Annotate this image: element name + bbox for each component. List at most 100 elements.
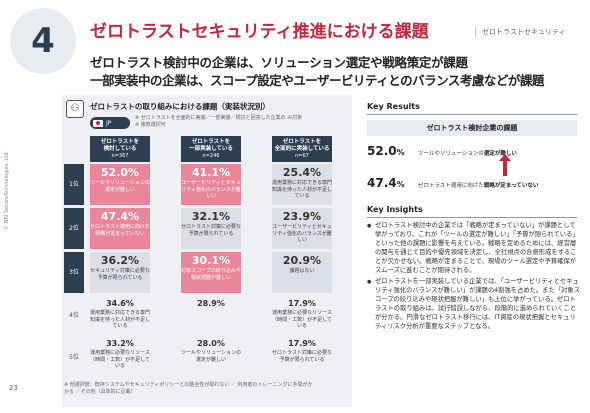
pct-value: 47.4 [367,176,397,190]
cell-pct: 36.2% [100,254,140,267]
col-header-line1: ゼロトラストを [282,139,322,145]
country-badge: JP [90,117,130,129]
key-result-pct: 52.0% [367,144,405,158]
rank-label: 4位 [64,297,84,335]
column-header: ゼロトラストを 一部実装している n=246 [181,136,241,162]
cell-pct: 20.9% [282,254,322,267]
cell-text: ツールやソリューションの選定が難しい [90,180,150,193]
text-pre: ツールやソリューションの [418,151,484,157]
table-cell: 34.6% 運用業務に対応できる専門知識を持った人材が不足している [90,297,150,335]
text-pre: ゼロトラスト適用に向けた [418,183,484,189]
cell-pct: 25.4% [282,166,322,179]
table-cell: 20.9% 課題はない [272,252,332,293]
country-label: JP [106,119,112,127]
text-bold: 戦略が定まっていない [483,183,539,189]
cell-text: セキュリティ対策に必要な予算が限られている [90,268,150,281]
subtitle-1: ゼロトラスト検討中の企業は、ソリューション選定や戦略策定が課題 [90,55,468,70]
cell-pct: 17.9% [288,299,316,308]
footnote-line1: ※ 他選択肢：既存システムやセキュリティポリシーとの整合性が取れない ／ 利用者… [64,382,313,388]
col-header-n: n=67 [295,153,309,159]
col-header-line1: ゼロトラストを [191,139,231,145]
table-cell: 23.9% ユーザービリティとセキュリティ強化のバランスが難しい [272,208,332,249]
cell-text: ユーザービリティとセキュリティ強化のバランスが難しい [181,180,241,199]
cell-text: 運用業務に必要なリソース（時間・工数）が不足している [90,350,150,369]
key-results-title: Key Results [367,102,420,111]
copyright-text: © NRI SecureTechnologies, Ltd. [4,151,10,230]
cell-text: 運用業務に必要なリソース（時間・工数）が不足している [272,310,332,329]
cell-pct: 47.4% [100,210,140,223]
rank-label: 5位 [64,337,84,379]
cell-text: 運用業務に対応できる専門知識を持った人材が不足している [272,180,333,199]
section-number: 4 [31,21,55,61]
cell-pct: 23.9% [282,210,322,223]
table-cell: 33.2% 運用業務に必要なリソース（時間・工数）が不足している [90,337,150,379]
left-notes: ※ ゼロトラストを全面的に実装／一部実装／検討と回答した企業の み対象 ※ 複数… [135,115,302,129]
table-cell: 25.4% 運用業務に対応できる専門知識を持った人材が不足している [272,164,332,205]
japan-flag-icon [93,119,103,127]
table-cell: 32.1% ゼロトラスト対策に必要な予算が限られている [181,208,241,249]
up-arrow-icon [499,154,511,176]
table-cell: 17.9% ゼロトラスト対策に必要な予算が限られている [272,337,332,379]
table-cell: 28.0% ツールやソリューションの選定が難しい [181,337,241,379]
left-panel-title: ゼロトラストの取り組みにおける課題（実装状況別） [90,102,270,111]
cell-pct: 30.1% [191,254,231,267]
footnote: ※ 他選択肢：既存システムやセキュリティポリシーとの整合性が取れない ／ 利用者… [64,382,312,396]
cell-text: 課題はない [289,268,315,274]
key-result-pct: 47.4% [367,176,405,190]
cell-pct: 17.9% [288,339,316,348]
key-result-text: ゼロトラスト適用に向けた戦略が定まっていない [418,181,538,189]
people-icon: ⚇ [66,100,84,118]
key-results-box: ゼロトラスト検討企業の課題 [367,120,577,136]
key-insights-title: Key Insights [367,205,423,214]
rank-label: 2位 [64,208,84,249]
note-2: ※ 複数選択可 [135,122,166,128]
column-header: ゼロトラストを 全面的に実装している n=67 [272,136,332,162]
table-cell: 17.9% 運用業務に必要なリソース（時間・工数）が不足している [272,297,332,335]
cell-text: ユーザービリティとセキュリティ強化のバランスが難しい [272,224,332,243]
col-header-n: n=367 [111,153,129,159]
column-header: ゼロトラストを 検討している n=367 [90,136,150,162]
cell-pct: 41.1% [191,166,231,179]
col-header-line2: 全面的に実装している [274,146,330,152]
col-header-line2: 一部実装している [189,146,233,152]
insight-item: ゼロトラスト検討中の企業では「戦略が定まっていない」が課題として挙がっており、こ… [367,222,581,275]
page-number: 23 [9,384,18,392]
table-cell: 36.2% セキュリティ対策に必要な予算が限られている [90,252,150,293]
note-1: ※ ゼロトラストを全面的に実装／一部実装／検討と回答した企業の み対象 [135,115,303,121]
table-cell: 28.9% [181,297,241,335]
subtitle-2: 一部実装中の企業は、スコープ設定やユーザービリティとのバランス考慮などが課題 [90,73,544,88]
pct-value: 52.0 [367,144,397,158]
cell-text: ツールやソリューションの選定が難しい [181,350,241,363]
table-cell: 47.4% ゼロトラスト適用に向けた戦略が定まっていない [90,208,150,249]
page-title: ゼロトラストセキュリティ推進における課題 [90,22,429,42]
cell-pct: 33.2% [106,339,134,348]
cell-pct: 34.6% [106,299,134,308]
cell-text: ゼロトラスト適用に向けた戦略が定まっていない [90,224,150,237]
cell-pct: 28.0% [197,339,225,348]
table-cell: 41.1% ユーザービリティとセキュリティ強化のバランスが難しい [181,164,241,205]
cell-text: 対象スコープの絞り込みや現状把握が難しい [181,268,241,281]
footnote-line2: かる ／その他（具体的に記載） [64,389,136,395]
col-header-line1: ゼロトラストを [100,139,140,145]
insight-item: ゼロトラストを一部実装している企業では、「ユーザービリティとセキュリティ強化のバ… [367,278,581,331]
pct-unit: % [396,180,405,189]
table-cell: 30.1% 対象スコープの絞り込みや現状把握が難しい [181,252,241,293]
cell-pct: 52.0% [100,166,140,179]
table-cell: 52.0% ツールやソリューションの選定が難しい [90,164,150,205]
section-number-badge: 4 [10,8,76,74]
col-header-line2: 検討している [103,146,137,152]
cell-pct: 32.1% [191,210,231,223]
divider [367,114,577,115]
rank-label: 1位 [64,164,84,205]
cell-text: ゼロトラスト対策に必要な予算が限られている [181,224,241,237]
divider [367,217,577,218]
key-insights-list: ゼロトラスト検討中の企業では「戦略が定まっていない」が課題として挙がっており、こ… [367,222,581,335]
section-tag: ゼロトラストセキュリティ [475,27,565,37]
cell-text: 運用業務に対応できる専門知識を持った人材が不足している [90,310,151,329]
cell-pct: 28.9% [197,299,225,308]
cell-text: ゼロトラスト対策に必要な予算が限られている [272,350,332,363]
col-header-n: n=246 [202,153,220,159]
pct-unit: % [396,148,405,157]
rank-label: 3位 [64,252,84,293]
